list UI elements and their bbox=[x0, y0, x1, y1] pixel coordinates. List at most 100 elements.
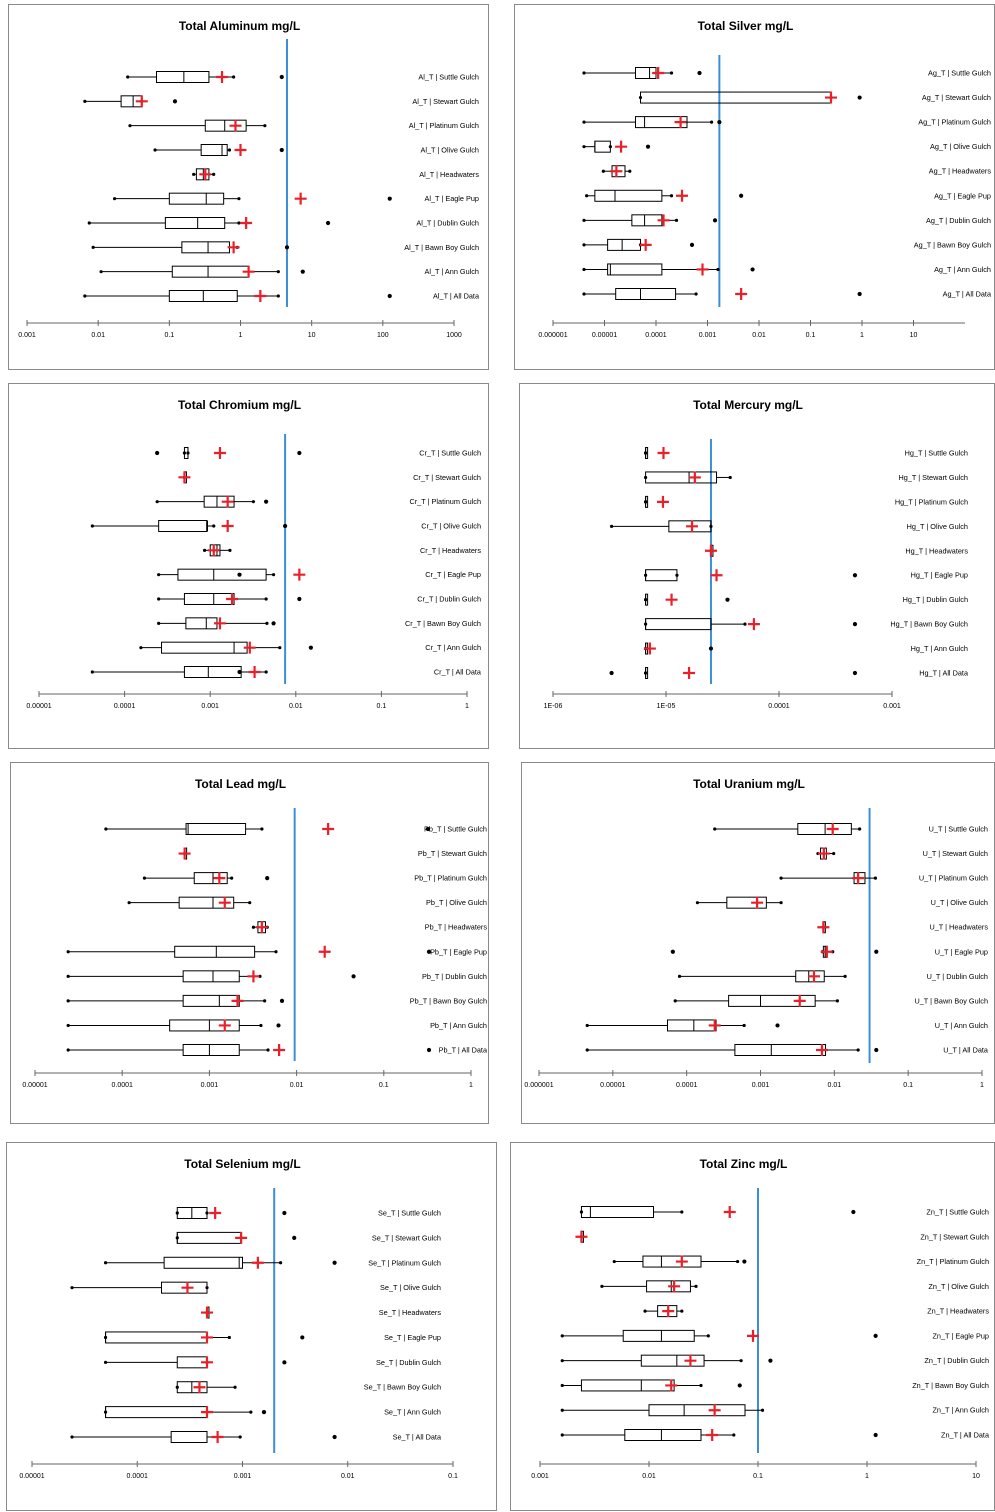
whisker-cap-min bbox=[128, 124, 132, 128]
x-tick-label: 1E-06 bbox=[544, 703, 563, 710]
box-plot-row: Se_T | Dublin Gulch bbox=[103, 1356, 441, 1369]
box-plot-row: Cr_T | Olive Gulch bbox=[90, 520, 481, 532]
chart-panel-mercury: Total Mercury mg/L 1E-06 1E-05 0.0001 0.001 H… bbox=[519, 383, 995, 749]
category-label: Se_T | Bawn Boy Gulch bbox=[364, 1383, 441, 1392]
outlier-point bbox=[712, 218, 718, 223]
box-plot-row: Hg_T | Eagle Pup bbox=[644, 569, 968, 582]
box-plot-row: Al_T | Suttle Gulch bbox=[126, 71, 479, 83]
outlier-point bbox=[387, 196, 392, 201]
mean-marker bbox=[751, 896, 764, 909]
x-tick-label: 0.01 bbox=[91, 332, 105, 339]
category-label: Hg_T | Suttle Gulch bbox=[905, 449, 968, 458]
outlier-point bbox=[708, 646, 714, 651]
mean-marker bbox=[665, 1379, 678, 1392]
mean-marker bbox=[226, 593, 239, 605]
category-label: Ag_T | Bawn Boy Gulch bbox=[914, 240, 991, 249]
category-label: Hg_T | Dublin Gulch bbox=[903, 595, 968, 604]
whisker-cap-min bbox=[66, 1023, 70, 1028]
category-label: U_T | Eagle Pup bbox=[935, 947, 988, 956]
chart-title: Total Lead mg/L bbox=[195, 777, 286, 791]
category-label: Hg_T | Platinum Gulch bbox=[895, 497, 968, 506]
box-plot-row: Cr_T | Bawn Boy Gulch bbox=[157, 617, 481, 630]
x-tick-label: 0.001 bbox=[201, 703, 219, 710]
outlier-point bbox=[775, 1023, 780, 1028]
box-plot-row: Al_T | Headwaters bbox=[192, 168, 479, 181]
mean-marker bbox=[199, 168, 212, 181]
box-plot-row: U_T | Ann Gulch bbox=[585, 1019, 988, 1032]
outlier-point bbox=[282, 1210, 287, 1216]
outlier-point bbox=[276, 1023, 281, 1028]
whisker-cap-max bbox=[873, 876, 878, 880]
whisker-cap-min bbox=[582, 292, 586, 296]
category-label: Zn_T | Stewart Gulch bbox=[920, 1232, 989, 1241]
box-plot-row: U_T | Platinum Gulch bbox=[779, 872, 988, 885]
x-tick-label: 10 bbox=[308, 332, 316, 339]
mean-marker bbox=[234, 144, 247, 156]
category-label: Ag_T | Ann Gulch bbox=[934, 265, 991, 274]
box-plot-row: Cr_T | Stewart Gulch bbox=[178, 471, 481, 484]
mean-marker bbox=[178, 847, 191, 860]
mean-marker bbox=[294, 192, 307, 205]
whisker-cap-min bbox=[83, 294, 87, 298]
outlier-point bbox=[265, 876, 270, 881]
mean-marker bbox=[247, 970, 260, 983]
outlier-point bbox=[237, 669, 242, 675]
whisker-cap-max bbox=[760, 1408, 765, 1412]
box-plot-row: Cr_T | Eagle Pup bbox=[157, 568, 481, 581]
category-label: Cr_T | Platinum Gulch bbox=[409, 497, 481, 506]
mean-marker bbox=[723, 1206, 736, 1218]
box-plot-row: U_T | Stewart Gulch bbox=[816, 847, 988, 860]
x-tick-label: 0.0001 bbox=[114, 703, 136, 710]
outlier-point bbox=[387, 293, 392, 299]
mean-marker bbox=[201, 1331, 214, 1344]
whisker-cap-max bbox=[259, 1023, 263, 1028]
x-tick-label: 0.00001 bbox=[592, 332, 617, 339]
mean-marker bbox=[181, 1281, 194, 1294]
outlier-point bbox=[852, 670, 858, 676]
iqr-box bbox=[631, 214, 663, 227]
category-label: U_T | Stewart Gulch bbox=[923, 849, 988, 858]
mean-marker bbox=[221, 495, 234, 508]
chart-title: Total Mercury mg/L bbox=[693, 398, 803, 412]
box-plot-row: Ag_T | Dublin Gulch bbox=[582, 214, 991, 227]
chart-panel-zinc: Total Zinc mg/L 0.001 0.01 0.1 1 10 Zn_T | Sut… bbox=[510, 1142, 995, 1511]
chart-svg-lead: Total Lead mg/L 0.00001 0.0001 0.001 0.01 0.1… bbox=[22, 777, 488, 1089]
mean-marker bbox=[242, 265, 255, 278]
box-plot-row: U_T | Olive Gulch bbox=[695, 896, 988, 909]
mean-marker bbox=[229, 119, 242, 132]
box-plot-row: Zn_T | Stewart Gulch bbox=[575, 1230, 989, 1243]
whisker-cap-min bbox=[582, 267, 586, 272]
category-label: Se_T | All Data bbox=[393, 1433, 442, 1442]
x-tick-label: 0.01 bbox=[290, 1082, 304, 1089]
x-tick-label: 0.001 bbox=[883, 703, 901, 710]
mean-marker bbox=[201, 1306, 214, 1319]
outlier-point bbox=[325, 220, 331, 226]
mean-marker bbox=[826, 823, 839, 835]
box-plot-row: Se_T | Stewart Gulch bbox=[175, 1231, 441, 1244]
category-label: Ag_T | Dublin Gulch bbox=[926, 216, 991, 225]
mean-marker bbox=[201, 1406, 214, 1419]
whisker-cap-max bbox=[694, 1284, 698, 1288]
whisker-cap-min bbox=[104, 827, 108, 831]
box-plot-row: Hg_T | Ann Gulch bbox=[643, 642, 968, 655]
box-plot-row: Hg_T | Olive Gulch bbox=[609, 520, 968, 533]
iqr-box bbox=[204, 119, 247, 132]
box-plot-row: Hg_T | Platinum Gulch bbox=[644, 495, 968, 508]
whisker-cap-min bbox=[582, 145, 586, 149]
x-tick-label: 0.00001 bbox=[22, 1082, 47, 1089]
outlier-point bbox=[297, 450, 302, 456]
chart-title: Total Chromium mg/L bbox=[178, 398, 301, 412]
whisker-cap-min bbox=[90, 524, 94, 528]
whisker-cap-max bbox=[237, 221, 241, 225]
x-tick-label: 0.1 bbox=[164, 332, 174, 339]
outlier-point bbox=[874, 1047, 879, 1053]
x-tick-label: 1 bbox=[239, 332, 243, 339]
category-label: Ag_T | Suttle Gulch bbox=[928, 69, 991, 78]
iqr-box bbox=[203, 495, 235, 508]
box-plot-row: Hg_T | Suttle Gulch bbox=[644, 447, 968, 459]
whisker-cap-min bbox=[560, 1334, 564, 1338]
whisker-cap-min bbox=[601, 169, 605, 173]
category-label: Cr_T | Suttle Gulch bbox=[419, 449, 481, 458]
outlier-point bbox=[857, 291, 862, 297]
box-plot-row: Se_T | Headwaters bbox=[201, 1306, 441, 1319]
